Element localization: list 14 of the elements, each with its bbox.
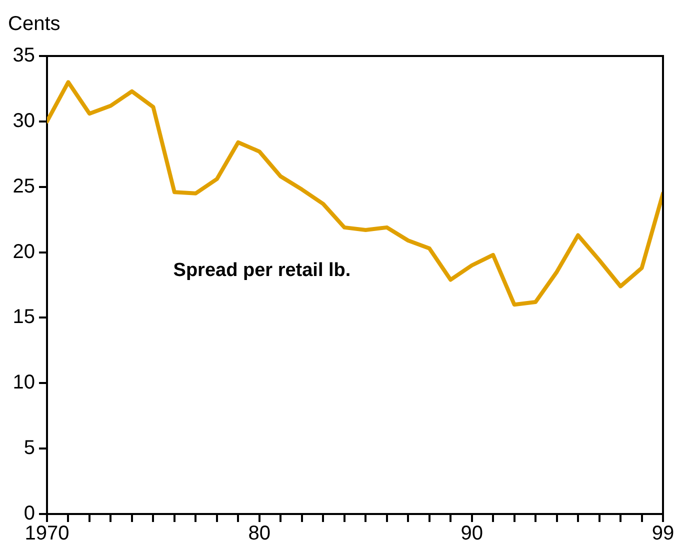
y-tick-label: 5 xyxy=(24,437,35,460)
y-tick-label: 30 xyxy=(12,110,35,132)
x-tick-label: 80 xyxy=(248,522,271,545)
y-axis-title: Cents xyxy=(8,13,60,35)
y-tick-label: 25 xyxy=(12,175,35,198)
y-tick-label: 15 xyxy=(12,306,35,328)
series-label: Spread per retail lb. xyxy=(173,260,351,281)
y-tick-label: 35 xyxy=(12,44,35,67)
y-tick-label: 10 xyxy=(12,372,35,394)
x-tick-label: 90 xyxy=(460,522,483,545)
y-tick-label: 20 xyxy=(12,240,35,263)
x-tick-label: 99 xyxy=(652,522,674,545)
x-tick-label: 1970 xyxy=(24,522,70,545)
y-tick-label: 0 xyxy=(24,502,35,525)
